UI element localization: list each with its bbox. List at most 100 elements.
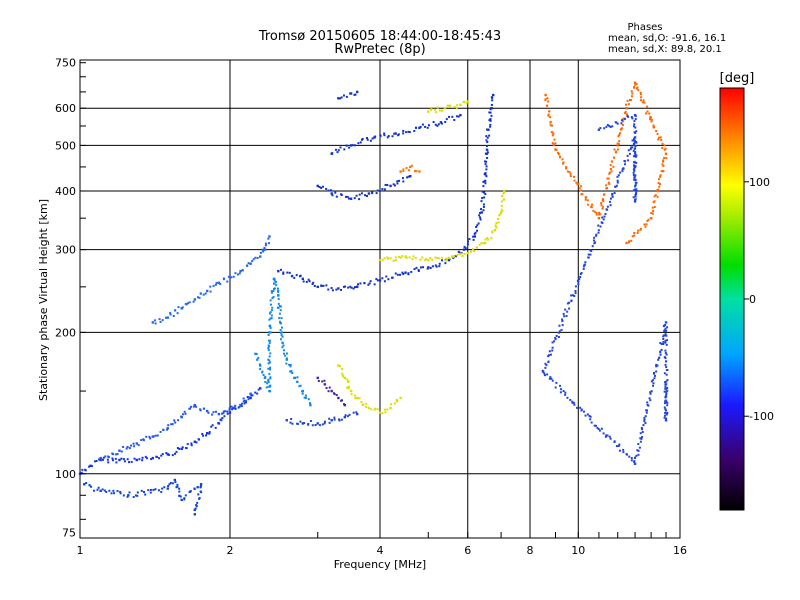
- data-point: [630, 95, 633, 98]
- data-point: [582, 267, 585, 270]
- data-point: [198, 438, 201, 441]
- data-point: [93, 489, 96, 492]
- data-point: [644, 225, 647, 228]
- data-point: [325, 187, 328, 190]
- data-point: [579, 276, 582, 279]
- data-point: [487, 238, 490, 241]
- data-point: [355, 411, 358, 414]
- data-point: [401, 271, 404, 274]
- data-point: [664, 333, 667, 336]
- chart-subtitle: RwPretec (8p): [334, 42, 425, 57]
- data-point: [466, 243, 469, 246]
- data-point: [652, 201, 655, 204]
- data-point: [640, 437, 643, 440]
- data-point: [273, 279, 276, 282]
- data-point: [248, 396, 251, 399]
- data-point: [628, 152, 631, 155]
- data-point: [662, 170, 665, 173]
- data-point: [562, 161, 565, 164]
- data-point: [178, 447, 181, 450]
- data-point: [270, 291, 273, 294]
- data-point: [609, 204, 612, 207]
- data-point: [595, 234, 598, 237]
- data-point: [551, 124, 554, 127]
- data-point: [573, 179, 576, 182]
- data-point: [285, 358, 288, 361]
- data-point: [665, 409, 668, 412]
- data-point: [419, 125, 422, 128]
- data-point: [107, 456, 110, 459]
- data-point: [220, 419, 223, 422]
- data-point: [354, 286, 357, 289]
- data-point: [257, 356, 260, 359]
- data-point: [115, 453, 118, 456]
- data-point: [638, 446, 641, 449]
- data-point: [264, 244, 267, 247]
- data-point: [120, 450, 123, 453]
- data-point: [161, 319, 164, 322]
- data-point: [396, 182, 399, 185]
- data-point: [444, 262, 447, 265]
- data-point: [290, 418, 293, 421]
- data-point: [621, 120, 624, 123]
- data-point: [424, 125, 427, 128]
- data-point: [485, 144, 488, 147]
- data-point: [250, 394, 253, 397]
- data-point: [438, 265, 441, 268]
- data-point: [342, 94, 345, 97]
- data-point: [664, 383, 668, 386]
- data-point: [606, 434, 609, 437]
- colorbar: [deg] 100 0 -100: [719, 71, 774, 511]
- data-point: [618, 132, 621, 135]
- data-point: [618, 140, 621, 143]
- data-point: [346, 415, 349, 418]
- data-point: [159, 320, 162, 323]
- data-point: [608, 172, 611, 175]
- data-point: [181, 306, 184, 309]
- data-point: [650, 380, 653, 383]
- data-point: [369, 280, 372, 283]
- data-point: [337, 97, 340, 100]
- data-point: [617, 444, 620, 447]
- data-point: [277, 298, 280, 301]
- data-point: [103, 489, 106, 492]
- data-point: [384, 411, 387, 414]
- data-point: [116, 452, 119, 455]
- data-point: [427, 258, 430, 262]
- data-point: [285, 419, 288, 422]
- data-point: [246, 264, 249, 267]
- data-point: [624, 112, 627, 115]
- data-point: [263, 376, 267, 380]
- data-point: [396, 180, 399, 183]
- plot-area: 1 2 4 6 8 10 16 75 100 200 300 400 500 600 750: [55, 57, 687, 557]
- data-point: [217, 412, 221, 416]
- data-point: [642, 99, 645, 102]
- data-point: [343, 376, 347, 380]
- data-point: [205, 434, 208, 437]
- data-point: [387, 278, 390, 281]
- data-point: [170, 423, 173, 426]
- data-point: [548, 377, 551, 380]
- data-point: [394, 259, 397, 262]
- data-point: [307, 398, 310, 401]
- x-tick-label: 4: [377, 544, 384, 557]
- data-point: [80, 471, 83, 474]
- y-tick-label: 600: [55, 102, 76, 115]
- data-point: [228, 406, 232, 410]
- data-point: [438, 262, 441, 265]
- data-point: [444, 121, 447, 124]
- data-point: [333, 416, 336, 419]
- data-point: [348, 413, 351, 416]
- data-point: [282, 344, 285, 347]
- data-point: [645, 411, 648, 414]
- data-point: [497, 221, 500, 224]
- data-point: [559, 384, 562, 387]
- data-point: [321, 380, 324, 383]
- data-point: [365, 195, 368, 198]
- data-point: [581, 193, 584, 196]
- data-point: [335, 195, 338, 198]
- data-point: [459, 103, 462, 107]
- data-point: [301, 389, 305, 393]
- data-point: [195, 405, 198, 408]
- data-point: [455, 106, 458, 109]
